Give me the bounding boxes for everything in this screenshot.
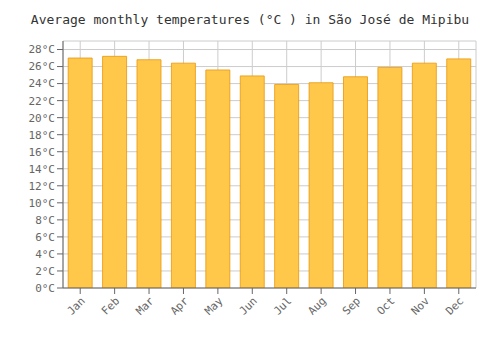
svg-text:4°C: 4°C — [35, 248, 55, 261]
svg-text:Jun: Jun — [237, 294, 260, 317]
html-text:Average monthly temperatures (: Average monthly temperatures (°C ) in Sã… — [30, 12, 470, 27]
svg-text:12°C: 12°C — [29, 180, 56, 193]
svg-text:10°C: 10°C — [29, 197, 56, 210]
svg-text:18°C: 18°C — [29, 129, 56, 142]
svg-text:Aug: Aug — [306, 294, 329, 317]
svg-text:Jan: Jan — [65, 294, 88, 317]
svg-text:Oct: Oct — [374, 294, 397, 317]
svg-text:14°C: 14°C — [29, 163, 56, 176]
svg-text:2°C: 2°C — [35, 265, 55, 278]
svg-text:16°C: 16°C — [29, 146, 56, 159]
svg-text:May: May — [202, 294, 226, 318]
svg-text:Jul: Jul — [271, 294, 294, 317]
svg-text:22°C: 22°C — [29, 95, 56, 108]
svg-text:Sep: Sep — [340, 294, 363, 317]
svg-text:6°C: 6°C — [35, 231, 55, 244]
svg-text:28°C: 28°C — [29, 43, 56, 56]
svg-text:20°C: 20°C — [29, 112, 56, 125]
svg-text:24°C: 24°C — [29, 77, 56, 90]
svg-text:Apr: Apr — [168, 294, 192, 318]
svg-text:Feb: Feb — [99, 294, 122, 317]
svg-text:8°C: 8°C — [35, 214, 55, 227]
svg-text:Mar: Mar — [133, 294, 157, 318]
svg-text:Dec: Dec — [443, 294, 466, 317]
svg-text:26°C: 26°C — [29, 60, 56, 73]
svg-text:0°C: 0°C — [35, 282, 55, 295]
svg-text:Nov: Nov — [409, 294, 433, 318]
